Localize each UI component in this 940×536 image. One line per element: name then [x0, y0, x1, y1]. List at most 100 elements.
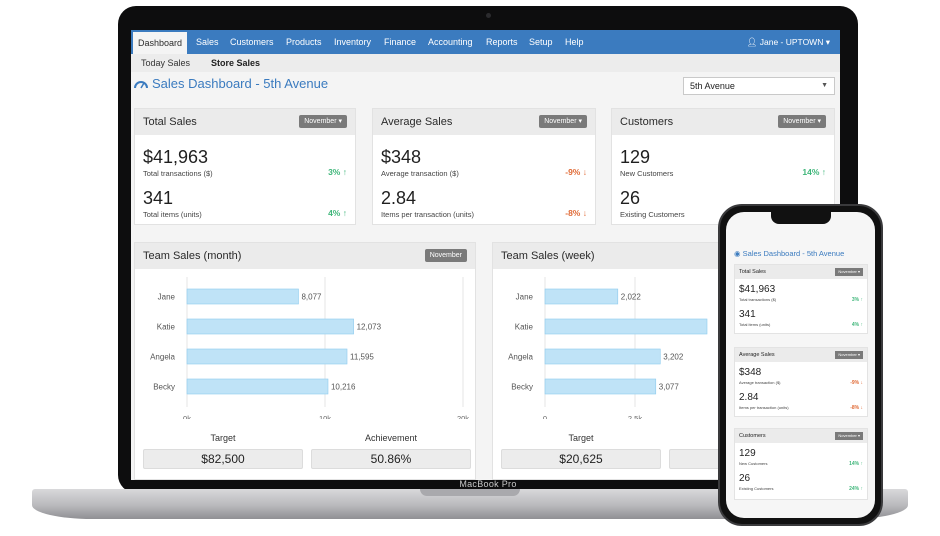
phone-card-average-sales: Average Sales November ▾ $348 Average tr…	[734, 347, 868, 417]
nav-dashboard[interactable]: Dashboard	[133, 32, 188, 54]
phone-period-dropdown[interactable]: November ▾	[835, 351, 863, 359]
tick-label: 20k	[457, 414, 469, 419]
bar	[544, 318, 708, 335]
bar	[186, 348, 348, 365]
kpi-label: Items per transaction (units)	[739, 405, 789, 410]
period-dropdown[interactable]: November ▾	[778, 115, 826, 128]
phone-card-customers: Customers November ▾ 129 New Customers 1…	[734, 428, 868, 500]
card-header: Team Sales (month) November	[135, 243, 475, 269]
tick-label: 0	[543, 414, 547, 419]
period-label: November	[304, 118, 337, 125]
kpi-label: New Customers	[620, 169, 674, 178]
card-total-sales: Total Sales November ▾ $41,963 Total tra…	[134, 108, 356, 225]
data-label: 10,216	[331, 383, 356, 392]
card-header: Customers November ▾	[612, 109, 834, 135]
store-select[interactable]: 5th Avenue ▼	[683, 77, 835, 95]
card-title: Team Sales (week)	[501, 250, 595, 262]
category-label: Angela	[508, 353, 533, 362]
kpi-change: -8% ↓	[850, 405, 863, 411]
page-title-text: Sales Dashboard - 5th Avenue	[152, 76, 329, 91]
target-value: $20,625	[501, 449, 661, 469]
kpi-label: Items per transaction (units)	[381, 210, 474, 219]
kpi-change: -9% ↓	[565, 167, 587, 177]
data-label: 3,077	[659, 383, 680, 392]
kpi-value: 129	[739, 448, 756, 459]
card-title: Average Sales	[381, 116, 453, 128]
kpi-label: Total transactions ($)	[739, 297, 777, 302]
subnav-today-sales[interactable]: Today Sales	[141, 58, 191, 68]
kpi-value: $41,963	[739, 284, 776, 295]
kpi-value: $348	[381, 147, 422, 167]
card-title: Total Sales	[143, 116, 197, 128]
achievement-label: Achievement	[364, 433, 418, 443]
kpi-label: Total items (units)	[739, 322, 771, 327]
period-label: November	[544, 118, 577, 125]
kpi-value: $348	[739, 367, 762, 378]
arrow-up-icon: ↑	[821, 167, 826, 177]
target-label: Target	[210, 433, 236, 443]
data-label: 8,077	[301, 293, 322, 302]
period-dropdown[interactable]: November ▾	[299, 115, 347, 128]
phone-card-total-sales: Total Sales November ▾ $41,963 Total tra…	[734, 264, 868, 334]
kpi-label: Total transactions ($)	[143, 169, 213, 178]
kpi-change: 14% ↑	[802, 167, 826, 177]
kpi-change: 3% ↑	[328, 167, 347, 177]
category-label: Jane	[516, 293, 534, 302]
kpi-value: 341	[143, 188, 174, 208]
kpi-value: 26	[620, 188, 641, 208]
period-label: November	[783, 118, 816, 125]
subnav-store-sales[interactable]: Store Sales	[211, 58, 261, 68]
arrow-up-icon: ↑	[342, 167, 347, 177]
nav-sales[interactable]: Sales	[196, 37, 219, 47]
kpi-label: Average transaction ($)	[739, 380, 781, 385]
data-label: 3,202	[663, 353, 684, 362]
kpi-change: -9% ↓	[850, 380, 863, 386]
top-navbar: Dashboard Sales Customers Products Inven…	[131, 30, 840, 54]
bar	[186, 288, 299, 305]
nav-help[interactable]: Help	[565, 37, 584, 47]
bar	[544, 288, 619, 305]
nav-finance[interactable]: Finance	[384, 37, 417, 47]
data-label: 12,073	[357, 323, 382, 332]
camera-dot	[486, 13, 491, 18]
bar	[186, 378, 329, 395]
target-label: Target	[568, 433, 594, 443]
card-title: Team Sales (month)	[143, 250, 242, 262]
nav-customers[interactable]: Customers	[230, 37, 274, 47]
phone-card-header: Average Sales November ▾	[735, 348, 867, 362]
laptop-screen: Dashboard Sales Customers Products Inven…	[131, 30, 840, 480]
kpi-change: 3% ↑	[851, 297, 863, 303]
category-label: Jane	[158, 293, 176, 302]
bar	[186, 318, 354, 335]
phone-page-title: ◉ Sales Dashboard - 5th Avenue	[734, 249, 845, 258]
chevron-down-icon: ▼	[821, 82, 828, 89]
phone-period-dropdown[interactable]: November ▾	[835, 432, 863, 440]
card-title: Customers	[620, 116, 674, 128]
phone-period-dropdown[interactable]: November ▾	[835, 268, 863, 276]
nav-inventory[interactable]: Inventory	[334, 37, 372, 47]
phone-card-header: Customers November ▾	[735, 429, 867, 443]
store-select-value: 5th Avenue	[690, 81, 735, 91]
kpi-label: Existing Customers	[620, 210, 685, 219]
kpi-change: 14% ↑	[849, 461, 863, 467]
user-icon: 👤︎	[746, 37, 758, 47]
nav-accounting[interactable]: Accounting	[428, 37, 473, 47]
nav-reports[interactable]: Reports	[486, 37, 518, 47]
card-header: Average Sales November ▾	[373, 109, 595, 135]
kpi-label: Total items (units)	[143, 210, 202, 219]
sub-navbar: Today Sales Store Sales	[131, 54, 840, 72]
nav-products[interactable]: Products	[286, 37, 322, 47]
laptop-frame: Dashboard Sales Customers Products Inven…	[118, 6, 858, 493]
nav-setup[interactable]: Setup	[529, 37, 553, 47]
tick-label: 2.5k	[628, 414, 642, 419]
category-label: Angela	[150, 353, 175, 362]
category-label: Becky	[153, 383, 175, 392]
tick-label: 0k	[183, 414, 191, 419]
user-menu[interactable]: 👤︎ Jane - UPTOWN ▾	[747, 30, 830, 54]
card-team-sales-month: Team Sales (month) November Jane 8,077 Kat…	[134, 242, 476, 480]
kpi-change: -8% ↓	[565, 208, 587, 218]
period-dropdown[interactable]: November ▾	[539, 115, 587, 128]
phone-card-title: Customers	[739, 433, 766, 439]
arrow-down-icon: ↓	[582, 208, 587, 218]
kpi-change: 4% ↑	[851, 322, 863, 328]
